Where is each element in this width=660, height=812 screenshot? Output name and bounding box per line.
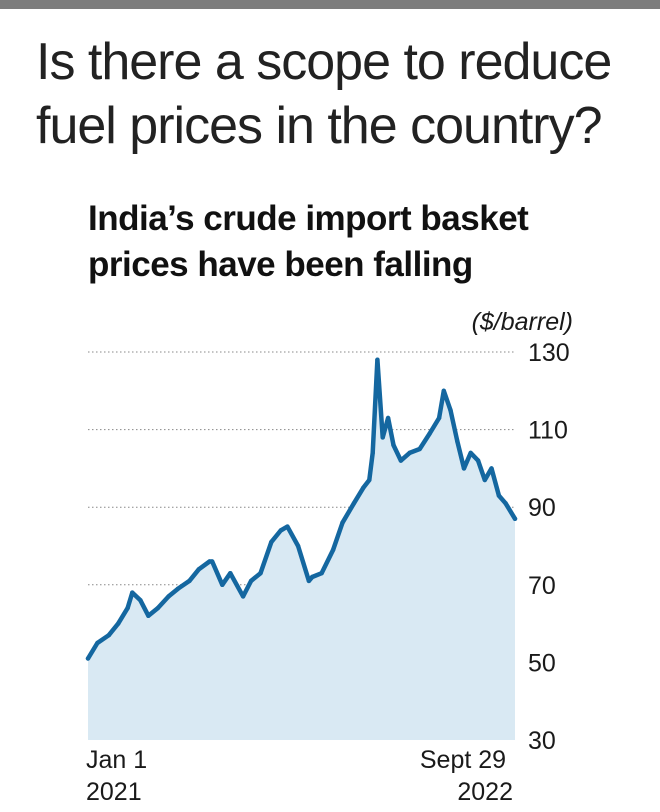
data-point-1 xyxy=(95,640,100,646)
data-point-47 xyxy=(475,458,481,463)
data-point-2 xyxy=(106,633,112,638)
data-point-16 xyxy=(228,571,233,576)
data-points xyxy=(85,357,518,661)
data-point-29 xyxy=(351,501,357,506)
data-point-28 xyxy=(340,520,345,525)
top-bar xyxy=(0,0,660,9)
data-point-15 xyxy=(220,582,225,587)
data-point-51 xyxy=(503,501,508,506)
data-point-44 xyxy=(455,439,460,444)
y-tick-label-70: 70 xyxy=(528,572,556,600)
data-point-46 xyxy=(468,450,473,456)
data-point-38 xyxy=(407,450,412,456)
chart-title-line-2: prices have been falling xyxy=(88,245,473,284)
data-point-25 xyxy=(310,574,315,580)
headline-line-2: fuel prices in the country? xyxy=(36,97,603,155)
data-point-10 xyxy=(175,586,181,591)
y-tick-label-130: 130 xyxy=(528,339,570,367)
y-tick-labels: 130 110 90 70 50 30 xyxy=(528,339,570,755)
data-point-48 xyxy=(482,477,487,483)
headline-line-1: Is there a scope to reduce xyxy=(36,33,612,91)
data-point-31 xyxy=(367,477,372,483)
data-point-40 xyxy=(427,431,432,436)
data-point-32 xyxy=(370,450,375,456)
y-axis-unit-label: ($/barrel) xyxy=(472,308,573,336)
y-tick-label-50: 50 xyxy=(528,649,556,677)
data-point-19 xyxy=(258,571,263,576)
data-point-33 xyxy=(375,357,380,362)
data-point-30 xyxy=(361,485,366,490)
y-tick-label-90: 90 xyxy=(528,494,556,522)
data-point-24 xyxy=(306,578,312,584)
x-end-label-line-1: Sept 29 xyxy=(420,746,506,774)
data-point-11 xyxy=(187,578,192,584)
data-point-52 xyxy=(512,516,518,521)
data-point-39 xyxy=(417,446,422,452)
headline: Is there a scope to reduce fuel prices i… xyxy=(36,30,656,158)
data-point-49 xyxy=(489,466,494,471)
data-point-9 xyxy=(166,594,171,599)
data-point-34 xyxy=(380,435,385,440)
data-point-45 xyxy=(461,466,467,471)
data-point-5 xyxy=(130,590,135,595)
data-point-42 xyxy=(441,388,446,393)
data-point-8 xyxy=(155,605,160,611)
data-point-26 xyxy=(319,571,324,576)
data-point-3 xyxy=(116,621,121,626)
data-point-18 xyxy=(248,578,254,584)
data-point-41 xyxy=(436,415,442,421)
data-point-4 xyxy=(125,605,130,611)
data-point-6 xyxy=(138,598,143,603)
data-point-12 xyxy=(196,567,201,572)
data-point-36 xyxy=(391,442,396,448)
x-end-label: Sept 29 2022 xyxy=(420,746,513,806)
data-point-37 xyxy=(398,458,404,463)
x-start-label-line-2: 2021 xyxy=(86,778,142,806)
data-point-21 xyxy=(278,528,283,533)
data-point-17 xyxy=(240,594,246,599)
data-point-50 xyxy=(496,493,502,498)
x-start-label: Jan 1 2021 xyxy=(86,746,154,806)
data-point-7 xyxy=(146,613,151,618)
data-point-27 xyxy=(330,547,336,553)
y-tick-label-30: 30 xyxy=(528,727,556,755)
data-point-43 xyxy=(448,408,453,413)
chart-title: India’s crude import basket prices have … xyxy=(88,196,608,288)
crude-price-chart: 130 110 90 70 50 30 ($/barrel) Jan 1 2021 Sep… xyxy=(85,308,573,806)
data-point-0 xyxy=(85,656,91,661)
data-point-23 xyxy=(295,543,301,549)
data-point-22 xyxy=(285,524,290,529)
x-end-label-line-2: 2022 xyxy=(457,778,513,806)
data-point-35 xyxy=(385,415,391,421)
data-point-20 xyxy=(269,539,274,545)
y-tick-label-110: 110 xyxy=(528,417,568,445)
data-point-14 xyxy=(210,559,215,564)
x-start-label-line-1: Jan 1 xyxy=(86,746,147,774)
chart-title-line-1: India’s crude import basket xyxy=(88,199,529,238)
